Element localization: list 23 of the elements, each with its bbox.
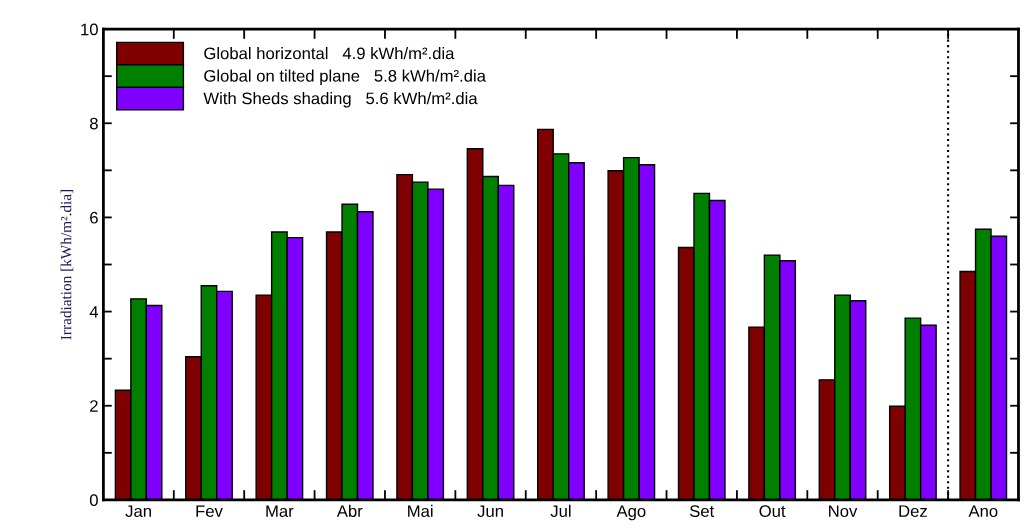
x-tick-label: Jun [477, 505, 503, 518]
legend-label: Global horizontal 4.9 kWh/m².dia [204, 47, 455, 60]
y-tick-label: 4 [89, 306, 99, 318]
x-tick-label: Out [759, 505, 786, 518]
y-axis-title: Irradiation [kWh/m².dia] [60, 189, 74, 340]
x-tick-label: Nov [829, 505, 858, 518]
y-tick-label: 10 [81, 23, 98, 36]
x-tick-label: Dez [899, 505, 927, 518]
x-tick-label: Abr [336, 504, 363, 518]
y-tick-label: 2 [90, 400, 98, 412]
legend-label: Global on tilted plane 5.8 kWh/m².dia [204, 69, 486, 86]
x-tick-label: Fev [196, 505, 223, 518]
x-tick-label: Mar [266, 505, 294, 518]
x-tick-label: Ago [616, 505, 646, 521]
y-tick-label: 6 [90, 211, 98, 224]
x-tick-label: Ano [968, 505, 998, 518]
x-tick-label: Set [689, 505, 715, 518]
legend-label: With Sheds shading 5.6 kWh/m².dia [203, 92, 478, 108]
y-tick-label: 8 [89, 117, 98, 130]
x-tick-label: Jul [550, 504, 571, 518]
x-tick-label: Mai [408, 504, 433, 518]
x-tick-label: Jan [125, 505, 151, 518]
y-tick-label: 0 [89, 494, 98, 507]
